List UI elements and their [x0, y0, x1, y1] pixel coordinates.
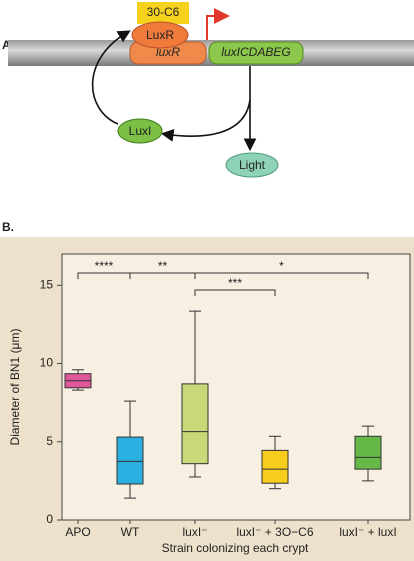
- y-axis-label: Diameter of BN1 (μm): [8, 329, 22, 446]
- light: [225, 152, 279, 178]
- luxr-protein: [131, 21, 189, 49]
- promoter-arrow: [206, 8, 230, 40]
- significance-label: **: [158, 259, 168, 273]
- box: [116, 436, 144, 485]
- x-tick-label: WT: [121, 525, 140, 539]
- x-axis-label: Strain colonizing each crypt: [162, 541, 309, 555]
- panel-b: B. Diameter of BN1 (μm) Strain colonizin…: [0, 220, 414, 561]
- y-tick-label: 15: [40, 277, 54, 291]
- gene-label: luxR: [156, 45, 180, 59]
- y-tick-label: 10: [40, 356, 54, 370]
- ahl: [137, 2, 189, 24]
- gene-label: luxICDABEG: [221, 45, 290, 59]
- panel-label: B.: [2, 220, 14, 234]
- panel-a: A. luxR luxICDABEG 30-C6 LuxR LuxI Light: [2, 2, 414, 178]
- plot-area: [61, 253, 411, 521]
- significance-bracket: [194, 289, 276, 296]
- node-label: 30-C6: [147, 5, 180, 19]
- arrow: [160, 99, 251, 142]
- x-tick-label: luxI⁻ + luxI: [339, 525, 396, 539]
- significance-label: *: [279, 259, 284, 273]
- x-tick-label: luxI⁻ + 3O−C6: [236, 525, 313, 539]
- significance-label: ***: [228, 276, 242, 290]
- box: [354, 435, 382, 470]
- y-tick-label: 0: [46, 512, 53, 526]
- node-label: LuxI: [129, 124, 152, 138]
- arrow: [91, 30, 131, 125]
- gene-luxi: [208, 41, 304, 65]
- x-tick-label: APO: [65, 525, 90, 539]
- box: [261, 449, 289, 484]
- luxi-protein: [117, 118, 163, 144]
- x-tick-label: luxI⁻: [182, 525, 207, 539]
- node-label: Light: [239, 158, 266, 172]
- node-label: LuxR: [146, 28, 174, 42]
- significance-label: ****: [95, 259, 114, 273]
- box: [181, 383, 209, 465]
- significance-bracket: [194, 272, 369, 279]
- y-tick-label: 5: [46, 434, 53, 448]
